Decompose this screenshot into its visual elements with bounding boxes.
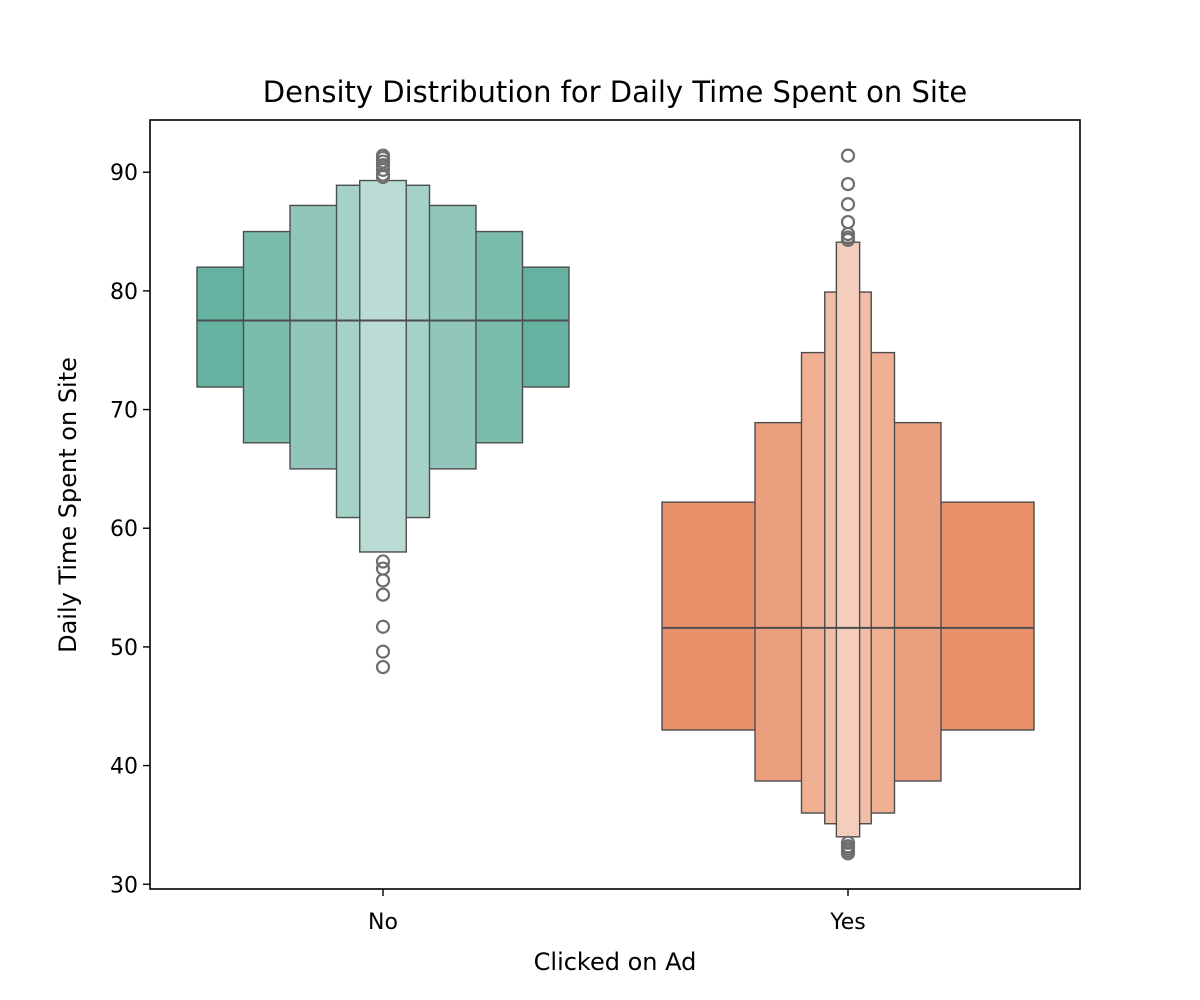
- y-tick-label: 90: [110, 161, 138, 186]
- outlier-point: [375, 587, 391, 602]
- y-axis-title: Daily Time Spent on Site: [54, 357, 82, 653]
- outlier-point: [375, 573, 391, 588]
- outlier-point: [840, 148, 856, 163]
- x-tick-label: Yes: [829, 910, 866, 935]
- y-tick-label: 30: [110, 873, 138, 898]
- boxen-box: [835, 241, 861, 838]
- y-tick-label: 40: [110, 755, 138, 780]
- outlier-point: [375, 554, 391, 569]
- outlier-point: [375, 561, 391, 576]
- outlier-point: [375, 148, 391, 163]
- outlier-point: [840, 197, 856, 212]
- chart-title: Density Distribution for Daily Time Spen…: [263, 75, 967, 109]
- y-tick-label: 60: [110, 517, 138, 542]
- outlier-point: [840, 214, 856, 230]
- boxen-group-yes: [661, 148, 1035, 861]
- outlier-point: [840, 846, 856, 861]
- outlier-point: [375, 644, 391, 659]
- boxen-box: [359, 179, 407, 553]
- outlier-point: [840, 176, 856, 192]
- x-axis-title: Clicked on Ad: [534, 948, 697, 976]
- plot-frame: [149, 119, 1081, 890]
- plot-area: [196, 148, 1035, 861]
- outlier-point: [375, 619, 391, 634]
- y-tick-label: 80: [110, 280, 138, 305]
- boxen-group-no: [196, 148, 570, 675]
- axes: 30 40 50 60 70 80 90 No Yes: [110, 161, 866, 935]
- x-tick-label: No: [368, 910, 398, 935]
- y-tick-label: 50: [110, 636, 138, 661]
- y-tick-label: 70: [110, 399, 138, 424]
- outlier-point: [375, 659, 391, 675]
